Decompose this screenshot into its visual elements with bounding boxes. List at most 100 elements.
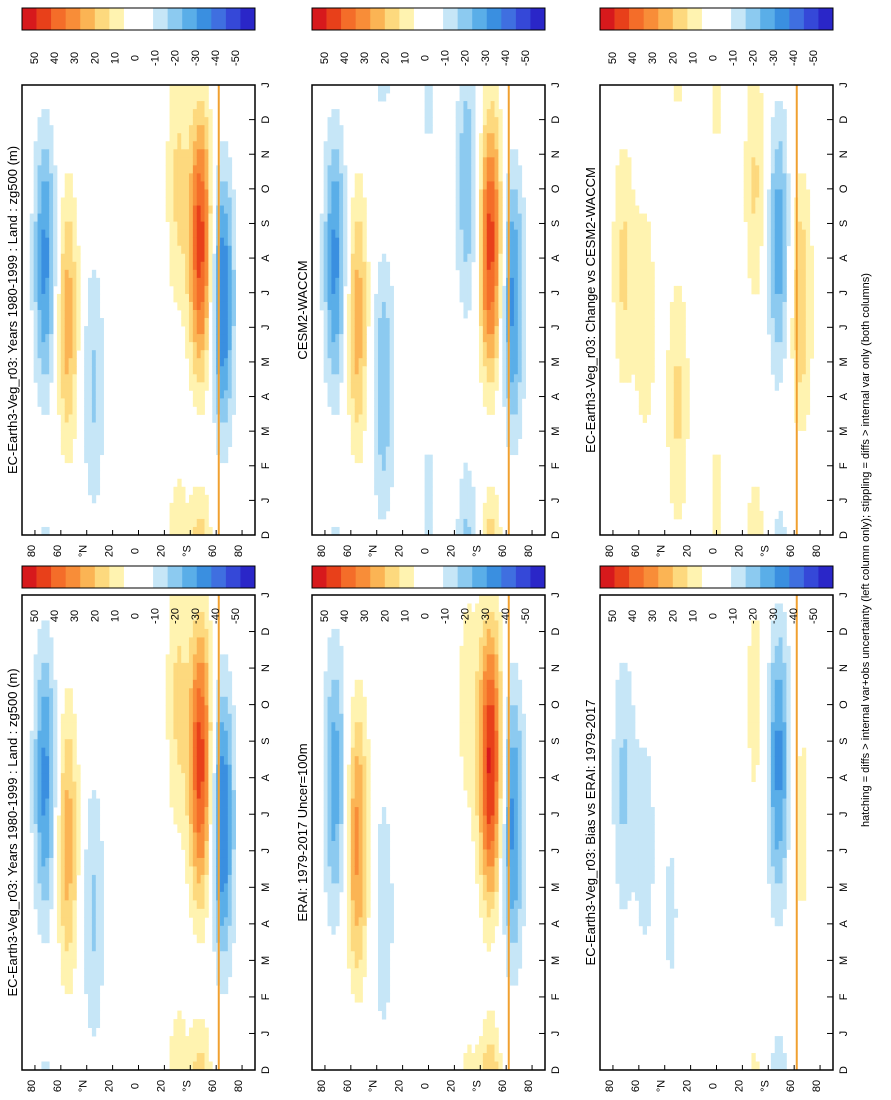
heatmap-cell (490, 173, 495, 182)
heatmap-cell (362, 705, 367, 715)
heatmap-cell (88, 486, 93, 496)
heatmap-cell (60, 350, 66, 359)
heatmap-cell (510, 374, 515, 383)
colorbar: 50 40 30 20 10 0 -10 -20 -30 -40 -50 (311, 565, 546, 624)
heatmap-cell (192, 326, 198, 335)
heatmap-cell (358, 301, 363, 311)
colorbar-swatch (196, 566, 212, 588)
heatmap-cell (510, 350, 515, 359)
heatmap-cell (428, 125, 433, 134)
heatmap-cell (366, 277, 371, 287)
heatmap-cell (389, 900, 394, 910)
heatmap-cell (45, 645, 50, 655)
heatmap-cell (513, 446, 519, 456)
heatmap-cell (455, 109, 460, 118)
heatmap-cell (381, 454, 387, 464)
heatmap-cell (486, 93, 492, 102)
heatmap-cell (192, 705, 198, 715)
heatmap-cell (181, 1061, 186, 1071)
heatmap-cell (227, 671, 233, 681)
heatmap-cell (192, 366, 198, 375)
heatmap-cell (459, 253, 464, 263)
heatmap-cell (502, 866, 507, 876)
heatmap-cell (486, 849, 492, 859)
heatmap-cell (165, 205, 170, 214)
heatmap-cell (227, 334, 233, 343)
heatmap-cell (68, 285, 73, 295)
heatmap-cell (381, 422, 387, 431)
heatmap-cell (200, 382, 205, 391)
heatmap-cell (498, 181, 503, 190)
heatmap-cell (510, 773, 515, 783)
heatmap-cell (343, 189, 348, 198)
heatmap-cell (231, 358, 236, 367)
heatmap-cell (84, 406, 89, 415)
heatmap-cell (64, 390, 69, 399)
heatmap-cell (339, 857, 344, 867)
heatmap-cell (354, 722, 359, 732)
heatmap-cell (631, 747, 636, 757)
heatmap-cell (467, 117, 472, 126)
heatmap-cell (510, 334, 515, 343)
heatmap-cell (185, 730, 190, 740)
heatmap-cell (227, 181, 233, 190)
heatmap-cell (204, 133, 209, 142)
month-tick-label: J (550, 1031, 562, 1037)
heatmap-cell (88, 968, 93, 978)
heatmap-cell (358, 261, 363, 271)
heatmap-cell (56, 874, 62, 884)
heatmap-cell (37, 133, 42, 142)
colorbar-swatch (486, 8, 502, 30)
heatmap-cell (490, 149, 495, 158)
heatmap-cell (517, 213, 523, 223)
heatmap-cell (494, 366, 499, 375)
heatmap-cell (350, 866, 356, 876)
heatmap-cell (362, 342, 367, 351)
heatmap-cell (72, 334, 77, 343)
heatmap-cell (53, 261, 58, 271)
heatmap-cell (60, 951, 66, 961)
heatmap-cell (68, 269, 73, 279)
heatmap-cell (37, 173, 42, 182)
heatmap-cell (517, 285, 523, 295)
heatmap-cell (335, 366, 340, 375)
heatmap-cell (459, 197, 464, 206)
heatmap-cell (185, 526, 190, 536)
heatmap-cell (231, 705, 236, 715)
heatmap-cell (56, 366, 62, 375)
heatmap-cell (502, 285, 507, 295)
heatmap-cell (99, 422, 104, 431)
heatmap-cell (486, 245, 492, 255)
heatmap-cell (196, 662, 202, 672)
heatmap-cell (521, 764, 526, 774)
heatmap-cell (29, 221, 35, 231)
heatmap-cell (223, 662, 229, 672)
heatmap-cell (223, 310, 229, 319)
heatmap-cell (638, 756, 644, 766)
heatmap-cell (33, 840, 38, 850)
heatmap-cell (424, 502, 429, 512)
heatmap-cell (37, 165, 42, 174)
heatmap-cell (358, 245, 363, 255)
heatmap-cell (56, 350, 62, 359)
heatmap-cell (471, 781, 476, 791)
heatmap-cell (358, 237, 363, 247)
heatmap-cell (490, 883, 495, 893)
heatmap-cell (358, 679, 363, 689)
heatmap-cell (517, 382, 523, 391)
heatmap-cell (37, 366, 42, 375)
heatmap-cell (64, 747, 69, 757)
heatmap-cell (223, 269, 229, 279)
heatmap-cell (196, 688, 202, 698)
heatmap-cell (169, 662, 174, 672)
heatmap-cell (64, 310, 69, 319)
heatmap-cell (494, 301, 499, 311)
heatmap-cell (99, 917, 104, 927)
heatmap-cell (486, 277, 492, 287)
heatmap-cell (521, 358, 526, 367)
heatmap-cell (362, 334, 367, 343)
heatmap-cell (231, 722, 236, 732)
heatmap-cell (200, 245, 205, 255)
heatmap-cell (494, 900, 499, 910)
colorbar-tick-label: -40 (500, 608, 512, 624)
